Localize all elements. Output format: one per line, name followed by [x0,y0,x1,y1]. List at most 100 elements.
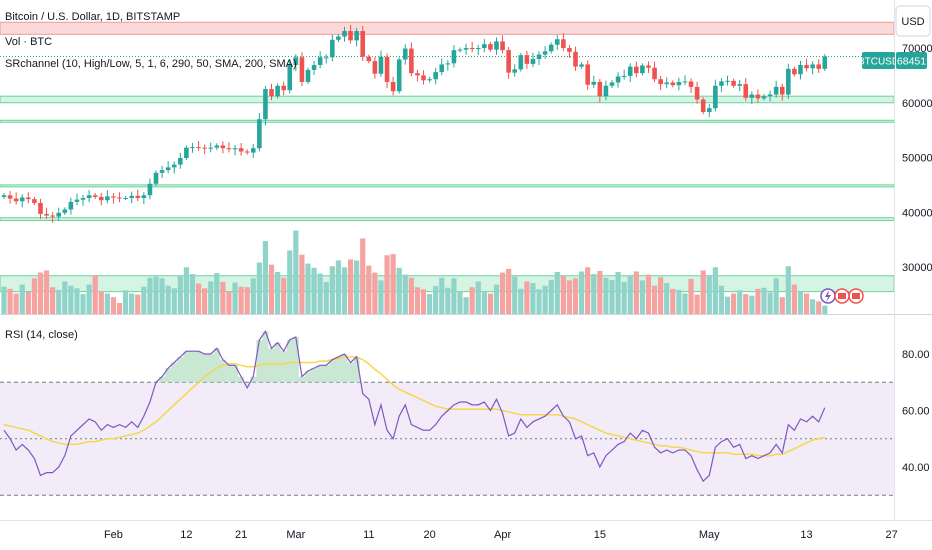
candle[interactable] [725,75,730,86]
rsi-axis[interactable]: 40.00 60.00 80.00 [902,349,930,474]
currency-button[interactable]: USD [895,5,931,37]
candle[interactable] [500,35,505,54]
candle[interactable] [330,34,335,62]
rsi-panel[interactable] [0,330,894,496]
candle[interactable] [749,91,755,104]
candle[interactable] [220,141,226,154]
symbol-title[interactable]: Bitcoin / U.S. Dollar, 1D, BITSTAMP [5,11,181,23]
candle[interactable] [178,152,183,169]
candle[interactable] [488,41,493,52]
candle[interactable] [360,25,366,61]
candle[interactable] [597,78,603,103]
rsi-legend[interactable]: RSI (14, close) [5,329,78,341]
candle[interactable] [26,192,31,204]
candle[interactable] [475,44,481,56]
candle[interactable] [658,76,663,91]
candle[interactable] [767,90,773,102]
candle[interactable] [621,69,627,80]
candle[interactable] [530,52,536,68]
candle[interactable] [293,54,299,72]
candle[interactable] [13,192,19,205]
candle[interactable] [98,192,104,206]
candle[interactable] [336,34,341,42]
candle[interactable] [554,35,560,50]
candle[interactable] [105,190,110,204]
candle[interactable] [32,196,37,206]
candle[interactable] [129,191,134,204]
candle[interactable] [415,70,420,82]
candle[interactable] [123,195,128,201]
candle[interactable] [384,53,390,89]
candle[interactable] [208,142,214,153]
candle[interactable] [323,54,329,64]
price-panel[interactable] [0,0,894,314]
candle[interactable] [542,46,548,59]
candle[interactable] [694,81,700,104]
candle[interactable] [184,145,189,161]
candle[interactable] [713,79,718,112]
candle[interactable] [755,89,761,103]
candle[interactable] [810,61,815,75]
candle[interactable] [165,161,171,174]
candle[interactable] [634,61,639,78]
candle[interactable] [719,78,724,92]
candle[interactable] [676,77,682,91]
candle[interactable] [822,54,828,71]
candle[interactable] [402,44,408,65]
candle[interactable] [445,60,451,71]
candle[interactable] [117,192,122,203]
candle[interactable] [378,50,384,77]
candle[interactable] [731,78,736,88]
candle[interactable] [615,72,621,88]
time-axis[interactable]: Feb 12 21 Mar 11 20 Apr 15 May 13 27 [104,529,898,541]
candle[interactable] [518,52,524,72]
candle[interactable] [706,104,712,118]
candle[interactable] [682,75,688,86]
candle[interactable] [439,58,445,76]
candle[interactable] [171,161,177,174]
candle[interactable] [372,56,378,79]
candle[interactable] [305,67,311,85]
candle[interactable] [591,75,597,88]
candle[interactable] [74,193,80,206]
candle[interactable] [342,26,347,42]
candle[interactable] [646,61,651,73]
candle[interactable] [773,80,779,98]
currency-label[interactable]: USD [901,16,924,28]
candle[interactable] [700,97,706,115]
candle[interactable] [451,45,457,68]
candle[interactable] [214,143,220,150]
candle[interactable] [44,207,49,219]
candle[interactable] [317,51,323,69]
candle[interactable] [567,44,572,58]
candle[interactable] [19,194,25,208]
candle[interactable] [457,47,463,53]
candle[interactable] [226,142,232,153]
candle[interactable] [664,77,670,89]
candle[interactable] [640,63,645,76]
candle[interactable] [7,191,13,204]
candle[interactable] [62,207,68,215]
candle[interactable] [561,33,566,52]
candle[interactable] [147,178,153,200]
candle[interactable] [232,145,238,156]
candle[interactable] [250,144,256,158]
candle[interactable] [190,142,195,153]
candle[interactable] [50,212,55,223]
candle[interactable] [536,51,542,66]
candle[interactable] [627,63,633,83]
candle[interactable] [409,42,414,77]
candle[interactable] [80,194,86,206]
candle[interactable] [281,81,286,96]
candle[interactable] [816,59,822,73]
candle[interactable] [494,37,499,55]
candle[interactable] [779,83,785,101]
candle[interactable] [506,47,511,79]
candle[interactable] [56,207,62,221]
candle[interactable] [743,78,749,101]
candle[interactable] [366,54,372,64]
candle[interactable] [86,190,92,203]
candle[interactable] [603,80,609,101]
